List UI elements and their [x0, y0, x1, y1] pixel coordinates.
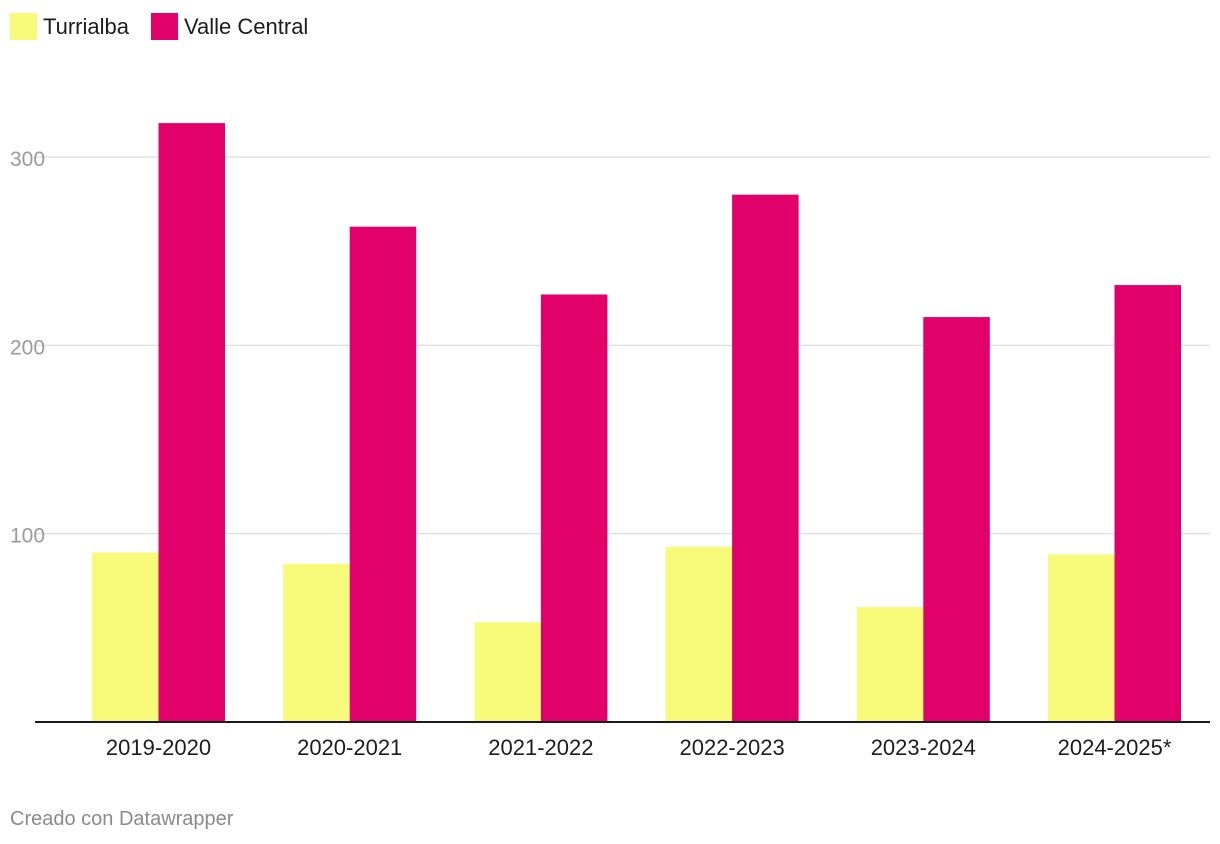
bar-turrialba-2020-2021 [283, 563, 350, 722]
legend-item-valle-central: Valle Central [151, 13, 308, 40]
footer-credit: Creado con Datawrapper [10, 808, 234, 830]
legend-label-valle-central: Valle Central [184, 13, 309, 39]
legend-swatch-turrialba [10, 13, 37, 40]
x-tick-label-2021-2022: 2021-2022 [488, 735, 593, 760]
bar-turrialba-2021-2022 [474, 622, 541, 722]
y-tick-label-200: 200 [10, 336, 45, 359]
bar-turrialba-2019-2020 [92, 552, 159, 722]
bar-turrialba-2022-2023 [665, 546, 733, 722]
bar-valle-central-2023-2024 [923, 317, 990, 722]
bar-valle-central-2024-2025 [1114, 285, 1181, 722]
y-tick-label-100: 100 [10, 525, 45, 548]
legend-swatch-valle-central [151, 13, 178, 40]
bar-valle-central-2022-2023 [732, 194, 799, 722]
bar-valle-central-2021-2022 [540, 294, 608, 722]
x-tick-label-2023-2024: 2023-2024 [871, 735, 976, 760]
bar-turrialba-2023-2024 [856, 607, 924, 722]
bar-turrialba-2024-2025 [1048, 554, 1115, 722]
legend-label-turrialba: Turrialba [43, 13, 129, 39]
chart-legend: Turrialba Valle Central [10, 13, 308, 40]
x-tick-label-2024-2025: 2024-2025* [1058, 735, 1172, 760]
bar-valle-central-2019-2020 [158, 123, 225, 723]
x-tick-label-2019-2020: 2019-2020 [106, 735, 211, 760]
x-tick-label-2022-2023: 2022-2023 [679, 735, 784, 760]
legend-item-turrialba: Turrialba [10, 13, 129, 40]
bar-valle-central-2020-2021 [349, 226, 417, 722]
x-tick-label-2020-2021: 2020-2021 [297, 735, 402, 760]
y-tick-label-300: 300 [10, 148, 45, 171]
